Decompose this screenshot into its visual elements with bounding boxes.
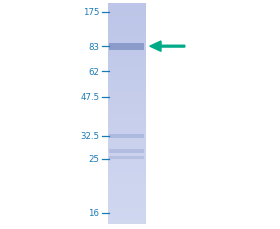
Text: 83: 83: [88, 42, 99, 52]
Bar: [108, 128, 146, 131]
Bar: [108, 144, 146, 147]
Bar: [108, 205, 146, 208]
Bar: [108, 117, 146, 120]
Text: 47.5: 47.5: [80, 93, 99, 102]
Bar: [108, 153, 146, 156]
Bar: [108, 32, 146, 35]
Bar: [108, 166, 146, 169]
Bar: [108, 194, 146, 197]
Text: 175: 175: [83, 8, 99, 17]
Bar: [108, 191, 146, 194]
Bar: [108, 180, 146, 183]
Bar: [108, 164, 146, 167]
Text: 62: 62: [88, 68, 99, 77]
Bar: [108, 81, 146, 84]
Bar: [108, 111, 146, 114]
Bar: [108, 183, 146, 186]
Bar: [108, 174, 146, 178]
Bar: [108, 59, 146, 62]
Bar: [108, 133, 146, 136]
Bar: [109, 44, 144, 50]
Bar: [108, 169, 146, 172]
Bar: [108, 40, 146, 43]
Bar: [108, 196, 146, 200]
Bar: [108, 84, 146, 87]
Bar: [108, 34, 146, 38]
Bar: [108, 56, 146, 60]
Bar: [108, 221, 146, 224]
Text: 25: 25: [88, 155, 99, 164]
Bar: [108, 142, 146, 145]
Bar: [108, 98, 146, 101]
Bar: [108, 100, 146, 104]
Bar: [108, 10, 146, 13]
Bar: [108, 114, 146, 117]
Bar: [108, 70, 146, 73]
Bar: [108, 136, 146, 139]
Bar: [108, 109, 146, 112]
Bar: [108, 213, 146, 216]
Bar: [108, 7, 146, 10]
Bar: [108, 216, 146, 219]
Bar: [108, 199, 146, 202]
Bar: [108, 158, 146, 161]
Bar: [108, 37, 146, 40]
Bar: [108, 65, 146, 68]
Bar: [108, 15, 146, 18]
Bar: [108, 218, 146, 222]
Bar: [108, 202, 146, 205]
Bar: [108, 172, 146, 175]
Bar: [108, 21, 146, 24]
Bar: [108, 4, 146, 7]
Bar: [108, 161, 146, 164]
Bar: [108, 95, 146, 98]
Bar: [108, 26, 146, 29]
Bar: [108, 177, 146, 180]
Text: 32.5: 32.5: [80, 132, 99, 141]
Bar: [108, 76, 146, 79]
Bar: [108, 122, 146, 125]
Bar: [109, 149, 144, 153]
Bar: [108, 185, 146, 189]
Bar: [108, 12, 146, 16]
Bar: [108, 78, 146, 82]
Bar: [108, 43, 146, 46]
Bar: [108, 54, 146, 57]
Bar: [108, 103, 146, 106]
Text: 16: 16: [88, 208, 99, 218]
Bar: [108, 120, 146, 123]
FancyArrow shape: [150, 42, 185, 52]
Bar: [108, 23, 146, 27]
Bar: [108, 207, 146, 211]
Bar: [108, 92, 146, 95]
Bar: [108, 62, 146, 65]
Bar: [108, 67, 146, 71]
Bar: [108, 150, 146, 153]
Bar: [108, 18, 146, 21]
Bar: [108, 125, 146, 128]
Bar: [108, 210, 146, 213]
Bar: [108, 48, 146, 51]
Bar: [108, 87, 146, 90]
Bar: [108, 73, 146, 76]
Bar: [108, 89, 146, 93]
Bar: [108, 29, 146, 32]
Bar: [109, 156, 144, 160]
Bar: [108, 45, 146, 49]
Bar: [108, 51, 146, 54]
Bar: [108, 188, 146, 191]
Bar: [108, 106, 146, 109]
Bar: [108, 155, 146, 158]
Bar: [109, 134, 144, 138]
Bar: [108, 147, 146, 150]
Bar: [108, 131, 146, 134]
Bar: [108, 139, 146, 142]
